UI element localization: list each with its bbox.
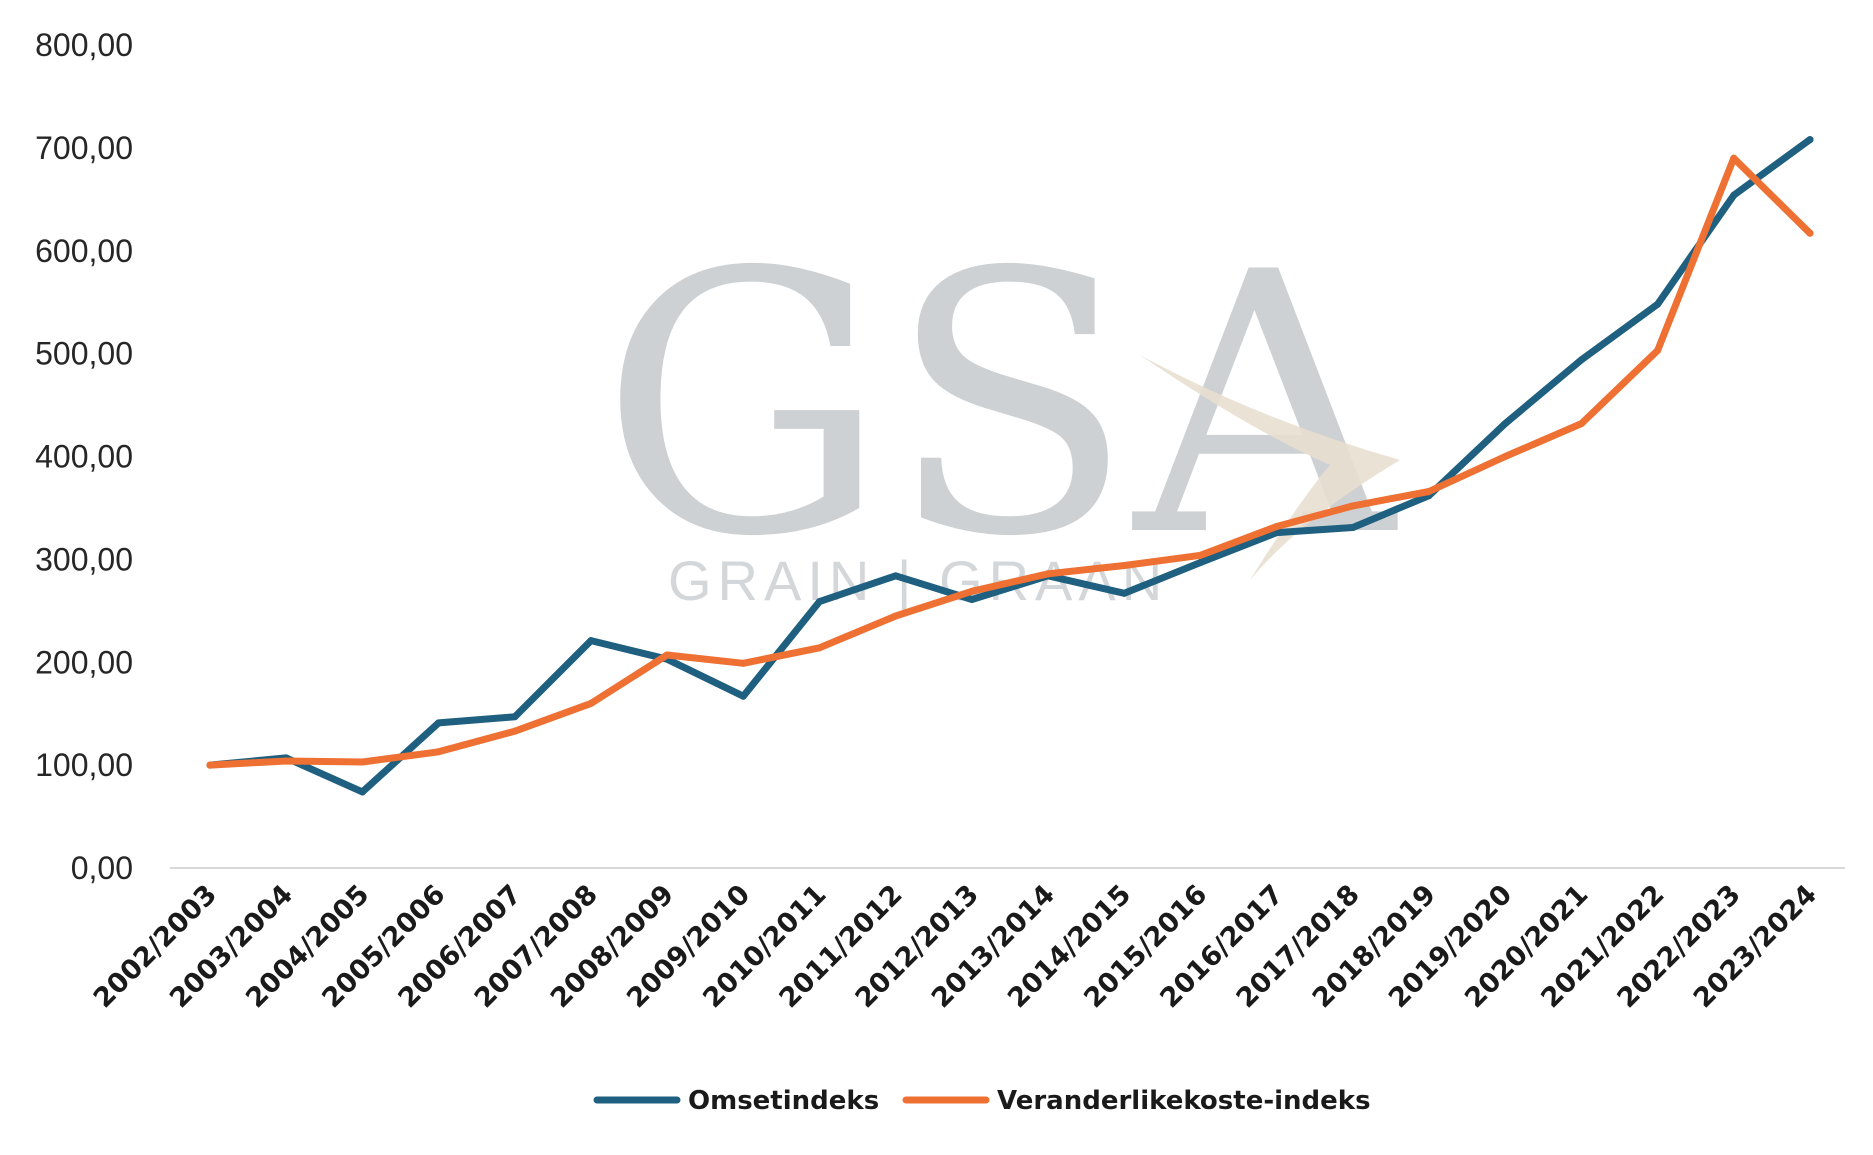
data-point	[739, 659, 747, 667]
data-point	[1120, 589, 1128, 597]
y-tick-label: 800,00	[35, 27, 133, 63]
data-point	[1730, 191, 1738, 199]
data-point	[816, 598, 824, 606]
y-tick-label: 500,00	[35, 336, 133, 372]
data-point	[816, 644, 824, 652]
data-point	[892, 572, 900, 580]
data-point	[663, 651, 671, 659]
y-tick-label: 200,00	[35, 644, 133, 680]
data-point	[1577, 420, 1585, 428]
y-tick-label: 400,00	[35, 439, 133, 475]
y-tick-label: 700,00	[35, 130, 133, 166]
gsa-watermark-logo: GSA GRAIN | GRAAN	[600, 196, 1400, 615]
data-point	[1501, 420, 1509, 428]
legend-label: Omsetindeks	[688, 1086, 879, 1116]
data-point	[1501, 453, 1509, 460]
data-point	[1349, 502, 1357, 510]
data-point	[1044, 570, 1052, 578]
data-point	[1120, 562, 1128, 570]
data-point	[1730, 154, 1738, 162]
data-point	[1806, 136, 1814, 144]
data-point	[358, 788, 366, 796]
data-point	[282, 757, 290, 765]
y-tick-label: 600,00	[35, 233, 133, 269]
data-point	[1425, 487, 1433, 495]
data-point	[1577, 356, 1585, 364]
data-point	[968, 595, 976, 603]
data-point	[206, 761, 214, 769]
data-point	[1196, 558, 1204, 566]
data-point	[1654, 300, 1662, 308]
y-tick-label: 0,00	[71, 850, 133, 886]
data-point	[1806, 229, 1814, 237]
data-point	[358, 758, 366, 766]
data-point	[511, 713, 519, 721]
data-point	[968, 587, 976, 595]
data-point	[1654, 347, 1662, 355]
data-point	[1273, 522, 1281, 530]
y-tick-label: 300,00	[35, 541, 133, 577]
data-point	[892, 612, 900, 620]
data-point	[587, 637, 595, 645]
data-point	[587, 699, 595, 707]
data-point	[511, 727, 519, 735]
y-tick-label: 100,00	[35, 747, 133, 783]
series-layer	[206, 136, 1814, 796]
series-line-omsetindeks	[206, 136, 1814, 796]
data-point	[1349, 523, 1357, 531]
series-line-veranderlikekoste-indeks	[206, 154, 1814, 769]
data-point	[435, 748, 443, 756]
data-point	[739, 692, 747, 700]
legend: Omsetindeks Veranderlikekoste-indeks	[593, 1086, 1371, 1116]
legend-label: Veranderlikekoste-indeks	[997, 1086, 1371, 1116]
data-point	[435, 719, 443, 727]
data-point	[1196, 551, 1204, 559]
watermark-swoosh-icon	[1140, 355, 1400, 580]
watermark-logo-text: GSA	[600, 196, 1399, 615]
